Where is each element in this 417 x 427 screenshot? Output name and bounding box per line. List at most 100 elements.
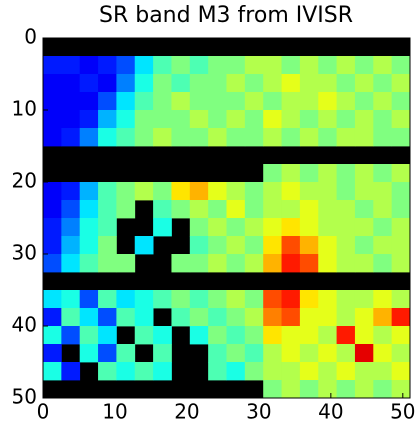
heat-cell bbox=[318, 182, 337, 201]
heat-cell bbox=[226, 344, 246, 363]
heat-cell bbox=[244, 236, 264, 255]
heat-cell bbox=[299, 380, 319, 399]
heat-cell bbox=[153, 182, 172, 201]
heat-cell bbox=[79, 218, 99, 237]
heat-cell bbox=[354, 326, 374, 345]
heat-cell bbox=[318, 56, 337, 75]
heat-cell bbox=[226, 74, 246, 93]
heat-cell bbox=[43, 290, 62, 309]
heat-cell bbox=[318, 110, 337, 129]
heat-cell bbox=[336, 254, 356, 273]
heat-cell bbox=[391, 110, 411, 129]
heat-cell bbox=[281, 74, 301, 93]
heat-cell bbox=[373, 290, 393, 309]
heat-cell bbox=[208, 236, 227, 255]
x-tick-label: 30 bbox=[246, 400, 271, 424]
heat-cell bbox=[61, 254, 81, 273]
heat-cell bbox=[79, 344, 99, 363]
heat-cell bbox=[61, 182, 81, 201]
heat-cell bbox=[336, 362, 356, 381]
heat-cell bbox=[336, 92, 356, 111]
heat-cell bbox=[61, 92, 81, 111]
heat-cell bbox=[281, 182, 301, 201]
heat-cell bbox=[373, 56, 393, 75]
heat-cell bbox=[281, 56, 301, 75]
heat-cell bbox=[79, 290, 99, 309]
heat-cell bbox=[189, 308, 209, 327]
heat-cell bbox=[391, 182, 411, 201]
plot-frame bbox=[42, 37, 411, 399]
heat-cell bbox=[299, 200, 319, 219]
heat-cell bbox=[79, 128, 99, 147]
heat-cell bbox=[244, 254, 264, 273]
heat-cell bbox=[299, 218, 319, 237]
heat-cell bbox=[61, 290, 81, 309]
heat-cell bbox=[98, 56, 117, 75]
heat-cell bbox=[336, 200, 356, 219]
heat-cell bbox=[281, 200, 301, 219]
heat-cell bbox=[116, 92, 136, 111]
heat-cell bbox=[116, 74, 136, 93]
heat-cell bbox=[373, 254, 393, 273]
heat-cell bbox=[336, 326, 356, 345]
heat-cell bbox=[153, 74, 172, 93]
heat-cell bbox=[263, 218, 282, 237]
heat-cell bbox=[153, 200, 172, 219]
heat-cell bbox=[373, 164, 393, 183]
heat-cell bbox=[208, 74, 227, 93]
heat-cell bbox=[153, 128, 172, 147]
heat-cell bbox=[244, 92, 264, 111]
heat-cell bbox=[43, 56, 62, 75]
heat-cell bbox=[391, 326, 411, 345]
heat-cell bbox=[354, 56, 374, 75]
x-tick-label: 20 bbox=[174, 400, 199, 424]
heat-cell bbox=[61, 362, 81, 381]
heat-cell bbox=[79, 200, 99, 219]
heat-cell bbox=[318, 308, 337, 327]
chart-title: SR band M3 from IVISR bbox=[99, 3, 353, 28]
heat-cell bbox=[391, 362, 411, 381]
heat-cell bbox=[43, 326, 62, 345]
heat-cell bbox=[98, 218, 117, 237]
heat-cell bbox=[281, 362, 301, 381]
heat-cell bbox=[336, 56, 356, 75]
heat-cell bbox=[226, 110, 246, 129]
heat-cell bbox=[43, 182, 62, 201]
heat-cell bbox=[43, 92, 62, 111]
heat-cell bbox=[391, 218, 411, 237]
heat-cell bbox=[373, 200, 393, 219]
heat-cell bbox=[79, 92, 99, 111]
heat-cell bbox=[299, 56, 319, 75]
heat-cell bbox=[79, 182, 99, 201]
heat-cell bbox=[354, 236, 374, 255]
heat-cell bbox=[336, 110, 356, 129]
heat-cell bbox=[171, 254, 191, 273]
heat-cell bbox=[171, 308, 191, 327]
heat-cell bbox=[281, 308, 301, 327]
heat-cell bbox=[318, 218, 337, 237]
heat-cell bbox=[171, 182, 191, 201]
heat-cell bbox=[189, 56, 209, 75]
heat-cell bbox=[43, 362, 62, 381]
heat-cell bbox=[354, 164, 374, 183]
y-tick-label: 30 bbox=[12, 241, 37, 265]
heat-cell bbox=[171, 200, 191, 219]
heat-cell bbox=[226, 290, 246, 309]
heat-cell bbox=[244, 308, 264, 327]
heat-cell bbox=[61, 128, 81, 147]
heat-cell bbox=[98, 290, 117, 309]
heat-cell bbox=[208, 254, 227, 273]
heat-cell bbox=[153, 56, 172, 75]
heat-cell bbox=[373, 128, 393, 147]
heat-cell bbox=[281, 110, 301, 129]
heat-cell bbox=[281, 290, 301, 309]
heat-cell bbox=[354, 254, 374, 273]
heat-cell bbox=[244, 326, 264, 345]
heat-cell bbox=[116, 56, 136, 75]
heat-cell bbox=[263, 380, 282, 399]
heat-cell bbox=[116, 308, 136, 327]
heat-cell bbox=[226, 236, 246, 255]
heat-cell bbox=[43, 110, 62, 129]
heat-cell bbox=[98, 254, 117, 273]
heat-cell bbox=[171, 110, 191, 129]
